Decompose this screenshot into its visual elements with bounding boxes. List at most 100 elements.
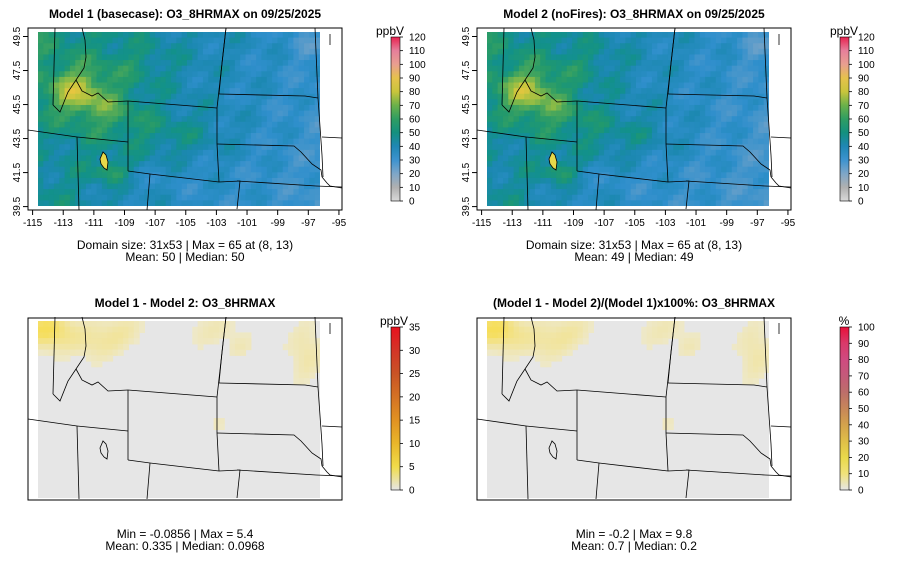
- grid-cell: [747, 82, 754, 89]
- grid-cell: [282, 343, 289, 351]
- grid-cell: [657, 48, 664, 56]
- grid-cell: [59, 172, 66, 179]
- grid-cell: [524, 71, 531, 78]
- grid-cell: [208, 82, 215, 89]
- grid-cell: [250, 43, 257, 50]
- grid-cell: [545, 65, 552, 72]
- colorbar-tick-label: 5: [409, 462, 415, 473]
- grid-cell: [53, 161, 60, 168]
- grid-cell: [123, 166, 130, 173]
- grid-cell: [309, 366, 316, 373]
- grid-cell: [123, 82, 130, 89]
- grid-cell: [75, 110, 82, 117]
- grid-cell: [534, 349, 541, 356]
- grid-cell: [80, 144, 87, 151]
- grid-cell: [197, 149, 204, 157]
- grid-cell: [588, 65, 595, 72]
- grid-cell: [240, 60, 247, 67]
- grid-cell: [256, 60, 263, 67]
- grid-cell: [726, 138, 733, 145]
- grid-cell: [272, 93, 279, 100]
- grid-cell: [309, 133, 316, 140]
- grid-cell: [683, 183, 690, 190]
- grid-cell: [218, 194, 225, 201]
- grid-cell: [171, 71, 177, 78]
- grid-cell: [753, 372, 759, 379]
- grid-cell: [53, 200, 60, 206]
- grid-cell: [646, 88, 653, 95]
- grid-cell: [678, 99, 685, 106]
- grid-cell: [309, 82, 316, 89]
- grid-cell: [758, 71, 765, 78]
- grid-cell: [540, 183, 547, 190]
- grid-cell: [69, 155, 76, 162]
- grid-cell: [753, 48, 759, 56]
- grid-cell: [85, 138, 92, 145]
- grid-cell: [524, 32, 531, 39]
- grid-cell: [678, 200, 685, 206]
- grid-cell: [155, 88, 161, 95]
- grid-cell: [689, 200, 696, 206]
- grid-cell: [492, 194, 499, 201]
- grid-cell: [181, 127, 188, 134]
- grid-cell: [229, 183, 236, 190]
- grid-cell: [171, 60, 177, 67]
- grid-cell: [699, 99, 706, 106]
- grid-cell: [69, 343, 76, 351]
- grid-cell: [208, 71, 215, 78]
- grid-cell: [293, 93, 300, 100]
- grid-cell: [304, 60, 310, 67]
- grid-cell: [288, 343, 294, 351]
- grid-cell: [635, 155, 642, 162]
- grid-cell: [309, 360, 316, 368]
- grid-cell: [556, 32, 563, 39]
- grid-cell: [197, 76, 204, 84]
- grid-cell: [149, 71, 156, 78]
- grid-cell: [75, 194, 82, 201]
- grid-cell: [240, 37, 247, 44]
- grid-cell: [298, 161, 305, 168]
- grid-cell: [683, 144, 690, 151]
- grid-cell: [683, 161, 690, 168]
- grid-cell: [234, 149, 241, 157]
- grid-cell: [139, 166, 146, 173]
- grid-cell: [38, 65, 44, 72]
- grid-cell: [699, 110, 706, 117]
- grid-cell: [96, 321, 103, 328]
- grid-cell: [293, 110, 300, 117]
- grid-cell: [588, 321, 595, 328]
- grid-cell: [641, 161, 648, 168]
- grid-cell: [208, 200, 215, 206]
- grid-cell: [202, 110, 209, 117]
- grid-cell: [518, 200, 525, 206]
- grid-cell: [69, 127, 76, 134]
- grid-cell: [213, 127, 220, 134]
- grid-cell: [288, 54, 294, 61]
- grid-cell: [758, 65, 765, 72]
- grid-cell: [69, 166, 76, 173]
- grid-cell: [75, 48, 82, 56]
- grid-cell: [572, 189, 579, 196]
- grid-cell: [742, 60, 749, 67]
- grid-cell: [75, 332, 82, 339]
- grid-cell: [208, 155, 215, 162]
- grid-cell: [577, 104, 584, 112]
- grid-cell: [657, 321, 664, 328]
- grid-cell: [266, 71, 273, 78]
- grid-cell: [731, 116, 738, 123]
- grid-cell: [534, 138, 541, 145]
- y-tick-label: 49.5: [12, 26, 23, 46]
- state-border-line: [314, 27, 319, 99]
- grid-cell: [38, 200, 44, 206]
- grid-cell: [69, 60, 76, 67]
- grid-cell: [588, 194, 595, 201]
- state-border-line: [667, 382, 768, 388]
- grid-cell: [588, 149, 595, 157]
- grid-cell: [550, 76, 557, 84]
- grid-cell: [758, 366, 765, 373]
- grid-cell: [250, 133, 257, 140]
- grid-cell: [593, 65, 600, 72]
- grid-cell: [534, 200, 541, 206]
- grid-cell: [213, 200, 220, 206]
- colorbar-tick-label: 40: [858, 420, 870, 431]
